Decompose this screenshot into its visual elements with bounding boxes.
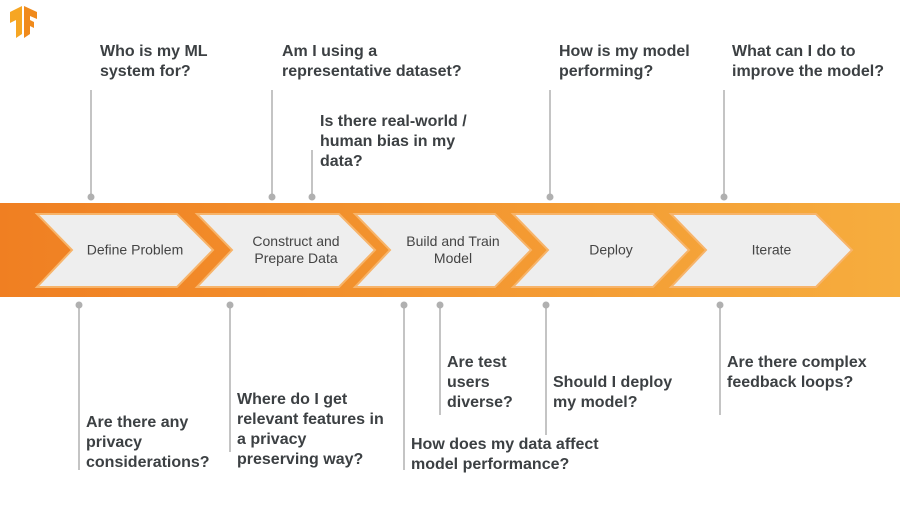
- stage-label: Build and Train Model: [406, 233, 500, 266]
- stage-chevron: [668, 213, 854, 288]
- top-question: Am I using a representative dataset?: [282, 43, 462, 80]
- bottom-question: Should I deploy my model?: [553, 374, 673, 411]
- stage-chevron: [510, 213, 691, 288]
- connector-dot: [436, 301, 444, 309]
- connector-dot: [542, 301, 550, 309]
- bottom-question: Are test users diverse?: [447, 354, 513, 411]
- stage-label: Deploy: [589, 241, 633, 258]
- top-question: What can I do to improve the model?: [732, 43, 885, 80]
- top-question: Who is my ML system for?: [100, 43, 208, 80]
- top-question: How is my model performing?: [559, 43, 690, 80]
- bottom-question: Are there complex feedback loops?: [727, 354, 867, 391]
- connector-dot: [546, 193, 554, 201]
- bottom-question: Where do I get relevant features in a pr…: [237, 391, 384, 468]
- tensorflow-logo: [10, 6, 37, 38]
- stage-label: Construct and Prepare Data: [252, 233, 340, 266]
- connector-dot: [268, 193, 276, 201]
- connector-dot: [226, 301, 234, 309]
- stage-chevron: [352, 213, 533, 288]
- connector-dot: [400, 301, 408, 309]
- connector-dot: [308, 193, 316, 201]
- top-question: Is there real-world / human bias in my d…: [320, 113, 467, 170]
- stage-chevron: [34, 213, 215, 288]
- connector-dot: [75, 301, 83, 309]
- stage-label: Iterate: [751, 241, 792, 258]
- bottom-question: How does my data affect model performanc…: [411, 436, 599, 473]
- stage-chevron: [194, 213, 377, 288]
- connector-dot: [87, 193, 95, 201]
- connector-dot: [716, 301, 724, 309]
- connector-dot: [720, 193, 728, 201]
- bottom-question: Are there any privacy considerations?: [86, 414, 210, 471]
- stage-label: Define Problem: [86, 241, 184, 258]
